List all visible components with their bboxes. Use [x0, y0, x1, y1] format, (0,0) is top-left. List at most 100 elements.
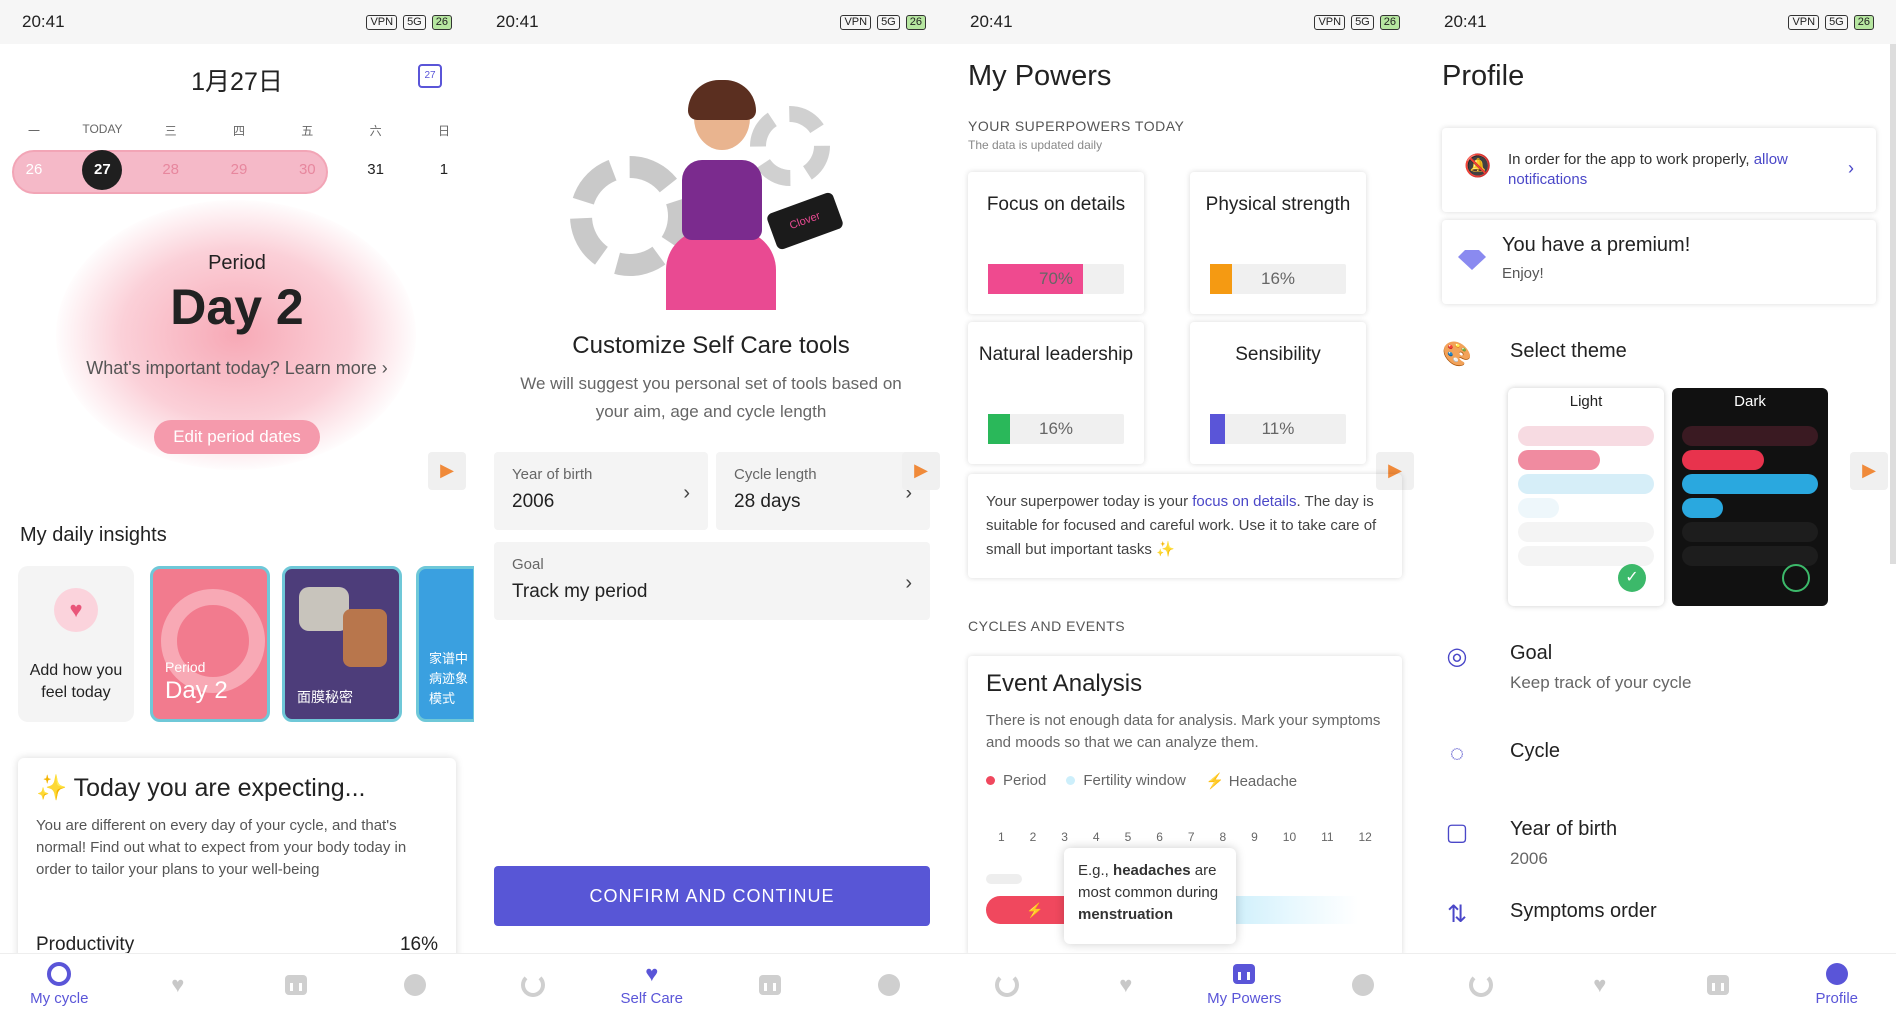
nav-self-care[interactable]: ♥ Self Care [593, 954, 712, 1015]
banner-text: In order for the app to work properly, [1508, 151, 1754, 168]
battery-icon: 26 [431, 14, 452, 30]
productivity-value: 16% [399, 934, 438, 955]
target-icon: ◎ [1446, 643, 1468, 670]
day-cell[interactable]: 28 [162, 161, 179, 178]
nav-my-powers[interactable] [1659, 954, 1778, 1015]
day-cell[interactable]: 30 [298, 161, 316, 178]
weekday-label: 五 [301, 124, 314, 138]
power-card[interactable]: Focus on details 70% [968, 172, 1144, 314]
menu-label: Year of birth [1510, 818, 1618, 840]
page-title: 1月27日 [191, 68, 283, 96]
nav-my-cycle[interactable] [474, 954, 593, 1015]
day-cell[interactable]: 29 [230, 161, 248, 178]
expecting-text: You are different on every day of your c… [36, 817, 407, 878]
learn-more-text: What's important today? Learn more [86, 358, 377, 378]
screen-profile: 20:41 VPN 5G 26 Profile 🔕 In order for the… [1422, 0, 1896, 1015]
scrollbar[interactable] [1890, 44, 1896, 564]
legend: Period Fertility window ⚡ Headache [986, 772, 1384, 790]
menu-goal[interactable]: ◎ Goal Keep track of your cycle [1442, 642, 1876, 693]
nav-my-cycle[interactable] [1422, 954, 1541, 1015]
nav-my-cycle[interactable]: My cycle [0, 954, 119, 1015]
edit-period-button[interactable]: Edit period dates [154, 420, 320, 454]
axis-tick: 3 [1061, 830, 1068, 844]
year-of-birth-field[interactable]: Year of birth 2006 › [494, 452, 708, 530]
nav-self-care[interactable]: ♥ [119, 954, 238, 1015]
superpower-link[interactable]: focus on details [1192, 493, 1297, 510]
day-cell[interactable]: 26 [25, 161, 43, 178]
theme-light-option[interactable]: Light ✓ [1508, 388, 1664, 606]
nav-my-cycle[interactable] [948, 954, 1067, 1015]
calendar-icon[interactable]: 27 [418, 64, 442, 88]
menu-year-of-birth[interactable]: ▢ Year of birth 2006 [1442, 818, 1876, 869]
nav-my-powers[interactable]: My Powers [1185, 954, 1304, 1015]
signal-icon: 5G [403, 14, 426, 30]
goal-field[interactable]: Goal Track my period › [494, 542, 930, 620]
menu-value: 2006 [1510, 849, 1548, 868]
notifications-banner[interactable]: 🔕 In order for the app to work properly,… [1442, 128, 1876, 212]
play-icon[interactable]: ▶ [428, 452, 466, 490]
story-card[interactable]: 面膜秘密 [282, 566, 402, 722]
nav-profile[interactable] [356, 954, 475, 1015]
cosmetic-bag-graphic [343, 609, 387, 667]
story-card[interactable]: 家谱中 病迹象 模式 [416, 566, 474, 722]
chevron-right-icon: › [1848, 158, 1854, 178]
theme-dark-option[interactable]: Dark [1672, 388, 1828, 606]
axis-tick: 9 [1251, 830, 1258, 844]
power-name: Focus on details [986, 194, 1126, 215]
nav-profile[interactable]: Profile [1778, 954, 1896, 1015]
status-bar: 20:41 VPN 5G 26 [1422, 0, 1896, 44]
play-icon[interactable]: ▶ [902, 452, 940, 490]
power-card[interactable]: Physical strength 16% [1190, 172, 1366, 314]
day-cell[interactable]: 1 [439, 161, 449, 178]
confirm-button[interactable]: CONFIRM AND CONTINUE [494, 866, 930, 926]
nav-profile[interactable] [830, 954, 949, 1015]
status-time: 20:41 [1444, 12, 1487, 31]
vpn-icon: VPN [840, 14, 872, 30]
add-feeling-card[interactable]: ♥ Add how you feel today [18, 566, 134, 722]
card-text: There is not enough data for analysis. M… [986, 712, 1381, 751]
axis-tick: 1 [998, 830, 1005, 844]
nav-profile[interactable] [1304, 954, 1423, 1015]
menu-symptoms-order[interactable]: ⇅ Symptoms order [1442, 900, 1876, 928]
vpn-icon: VPN [1314, 14, 1346, 30]
axis-tick: 4 [1092, 830, 1100, 844]
power-card[interactable]: Natural leadership 16% [968, 322, 1144, 464]
field-value: 28 days [734, 491, 801, 512]
nav-self-care[interactable]: ♥ [1541, 954, 1660, 1015]
expecting-card[interactable]: ✨ Today you are expecting... You are dif… [18, 758, 456, 1015]
cycle-icon [1469, 972, 1494, 997]
axis-tick: 6 [1156, 830, 1163, 844]
card-title: Event Analysis [986, 670, 1143, 697]
bell-off-icon: 🔕 [1464, 153, 1492, 178]
play-icon[interactable]: ▶ [1850, 452, 1888, 490]
power-card[interactable]: Sensibility 11% [1190, 322, 1366, 464]
day-cell-today[interactable]: 27 [82, 150, 123, 190]
day-cell[interactable]: 31 [367, 161, 384, 178]
nav-self-care[interactable]: ♥ [1067, 954, 1186, 1015]
field-value: 2006 [512, 491, 555, 512]
period-range-highlight [12, 150, 328, 194]
premium-sub: Enjoy! [1502, 265, 1544, 282]
play-icon[interactable]: ▶ [1376, 452, 1414, 490]
avatar-icon [403, 973, 426, 996]
learn-more-link[interactable]: What's important today? Learn more › [0, 358, 474, 379]
insights-carousel[interactable]: ♥ Add how you feel today Period Day 2 面膜秘密… [18, 566, 474, 722]
period-story-card[interactable]: Period Day 2 [150, 566, 270, 722]
status-bar: 20:41 VPN 5G 26 [474, 0, 948, 44]
menu-cycle[interactable]: ◌ Cycle [1442, 740, 1876, 767]
avatar-icon [877, 973, 900, 996]
battery-icon: 26 [905, 14, 926, 30]
page-title: My Powers [968, 60, 1112, 92]
power-pct: 16% [1038, 419, 1074, 438]
nav-my-powers[interactable] [237, 954, 356, 1015]
allow-notifications-link[interactable]: allow notifications [1508, 151, 1788, 188]
nav-my-powers[interactable] [711, 954, 830, 1015]
avatar-icon [1825, 963, 1848, 985]
status-time: 20:41 [496, 12, 539, 31]
bottom-nav: ♥ Profile [1422, 953, 1896, 1015]
weekday-label: 三 [164, 124, 177, 138]
vpn-icon: VPN [1788, 14, 1820, 30]
section-sub: The data is updated daily [968, 138, 1103, 152]
cycle-length-field[interactable]: Cycle length 28 days › [716, 452, 930, 530]
calendar-icon: ▢ [1445, 819, 1469, 846]
